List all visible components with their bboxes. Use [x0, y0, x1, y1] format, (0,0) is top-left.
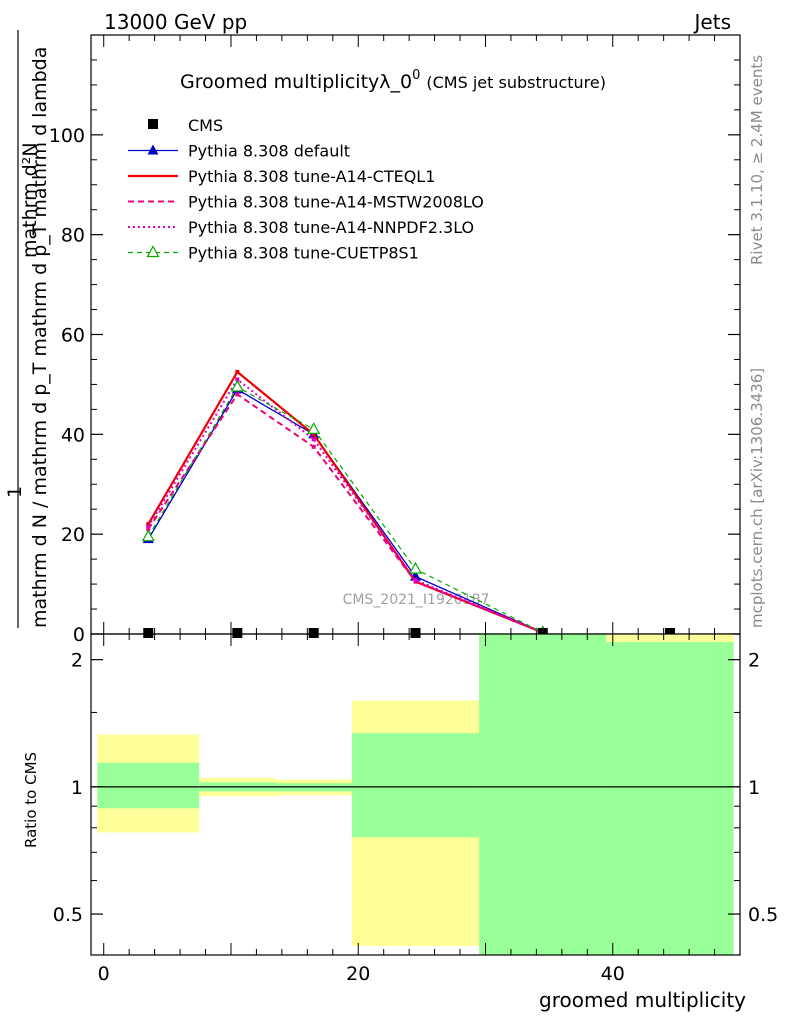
- ratio-uncertainty-bands: [97, 634, 734, 955]
- main-y-tick-label: 40: [61, 424, 85, 446]
- series-point-4: [230, 379, 244, 392]
- ratio-y-tick-label-right: 0.5: [748, 904, 778, 926]
- plot-title: Groomed multiplicityλ_00 (CMS jet substru…: [180, 68, 606, 93]
- category-label: Jets: [693, 10, 731, 34]
- series-point-2: [235, 392, 240, 397]
- series-point-3: [311, 437, 316, 442]
- rivet-version-label: Rivet 3.1.10, ≥ 2.4M events: [748, 55, 766, 265]
- ratio-x-axis: 0 20 40: [98, 634, 741, 985]
- series-point-4: [408, 561, 423, 574]
- main-y-tick-label: 100: [49, 125, 85, 147]
- legend-label: Pythia 8.308 tune-A14-MSTW2008LO: [188, 193, 484, 212]
- legend-label: Pythia 8.308 tune-A14-CTEQL1: [188, 167, 435, 186]
- cms-data-layer: [143, 628, 676, 638]
- main-y-axis-label: mathrm d²N 1 mathrm d N / mathrm d p_T m…: [4, 30, 51, 628]
- ratio-y-tick-label-right: 1: [748, 777, 760, 799]
- ratio-plot-area: 0.5 0.5 1 1 2 2 0 20 40 Ratio to CMS groomed mu…: [22, 633, 778, 1012]
- x-tick-label: 40: [601, 963, 625, 985]
- series-point-4: [141, 529, 155, 542]
- ratio-y-axis-label: Ratio to CMS: [22, 752, 40, 848]
- main-y-tick-label: 20: [61, 524, 85, 546]
- legend-marker: [147, 144, 159, 155]
- series-point-1: [146, 522, 151, 527]
- energy-label: 13000 GeV pp: [104, 10, 247, 34]
- legend-marker: [146, 245, 160, 258]
- main-y-tick-label: 60: [61, 325, 85, 347]
- x-tick-label: 20: [346, 963, 370, 985]
- series-point-3: [235, 377, 240, 382]
- series-point-4: [307, 422, 321, 434]
- series-point-1: [235, 369, 240, 374]
- main-y-axis: 0 20 40 60 80 100: [49, 125, 740, 646]
- legend-marker-cms: [148, 119, 158, 129]
- series-point-2: [146, 527, 151, 532]
- ratio-green-band: [479, 634, 607, 955]
- x-axis-label: groomed multiplicity: [539, 988, 746, 1012]
- legend-label: Pythia 8.308 tune-A14-NNPDF2.3LO: [188, 218, 474, 237]
- cms-data-point: [410, 628, 421, 638]
- ratio-y-tick-label: 2: [71, 650, 83, 672]
- series-point-3: [413, 578, 418, 583]
- cms-data-point: [665, 628, 676, 638]
- series-point-2: [311, 444, 316, 449]
- legend-label: Pythia 8.308 default: [188, 142, 350, 161]
- cms-data-point: [143, 628, 154, 638]
- ratio-y-tick-label: 0.5: [53, 904, 83, 926]
- y-label-numerator: mathrm d²N: [19, 142, 41, 258]
- cms-data-point: [537, 628, 548, 638]
- main-minor-ticks: [91, 35, 741, 634]
- main-y-tick-label: 80: [61, 225, 85, 247]
- x-tick-label: 0: [98, 963, 110, 985]
- cms-data-point: [232, 628, 243, 638]
- ratio-green-band: [97, 762, 200, 809]
- legend-label: CMS: [188, 116, 223, 135]
- legend-label: Pythia 8.308 tune-CUETP8S1: [188, 244, 419, 263]
- ratio-y-axis: 0.5 0.5 1 1 2 2: [53, 650, 778, 926]
- mcplots-reference-label: mcplots.cern.ch [arXiv:1306.3436]: [748, 368, 766, 628]
- plot-subtitle: (CMS jet substructure): [426, 73, 606, 92]
- legend: CMS Pythia 8.308 default Pythia 8.308 tune…: [128, 116, 484, 263]
- cms-data-point: [308, 628, 319, 638]
- plot-title-superscript: 0: [412, 68, 420, 83]
- plot-title-main: Groomed multiplicityλ_0: [180, 71, 412, 93]
- series-point-1: [311, 432, 316, 437]
- main-y-tick-label: 0: [73, 624, 85, 646]
- ratio-green-band: [606, 642, 734, 955]
- series-point-3: [146, 524, 151, 529]
- y-label-denominator: mathrm d N / mathrm d p_T mathrm d p_T m…: [29, 47, 51, 628]
- y-label-one: 1: [4, 486, 26, 498]
- ratio-y-tick-label: 1: [71, 777, 83, 799]
- ratio-y-tick-label-right: 2: [748, 650, 760, 672]
- ratio-plot-frame: [90, 633, 741, 956]
- ratio-green-band: [351, 733, 480, 838]
